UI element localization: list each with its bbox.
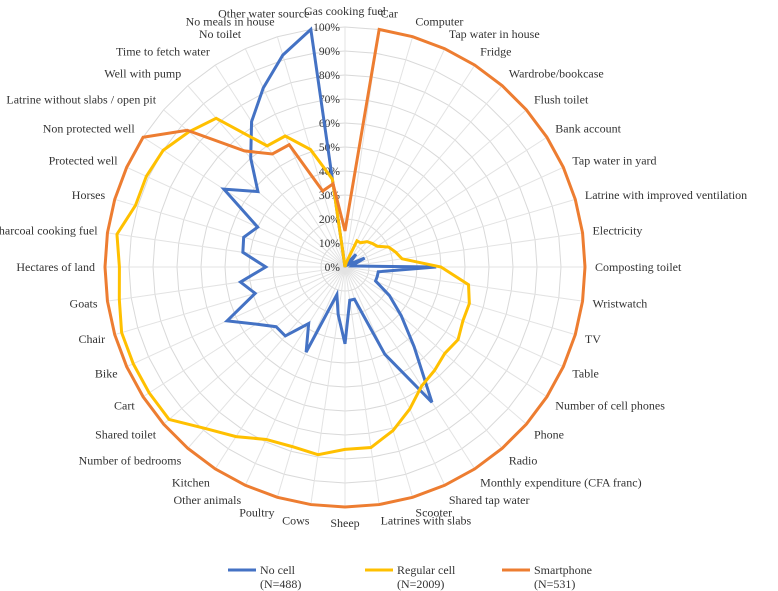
category-label: Well with pump [104,67,181,81]
category-label: Sheep [330,516,359,530]
category-label: Wardrobe/bookcase [509,67,604,81]
category-label: No toilet [199,27,242,41]
radial-tick-label: 80% [319,70,341,82]
category-label: Charcoal cooking fuel [0,224,98,238]
category-label: Number of bedrooms [79,453,182,467]
category-label: TV [585,332,601,346]
category-label: Fridge [480,45,511,59]
spoke-21 [344,266,380,505]
spoke-3 [344,48,446,268]
category-label: Latrines with slabs [381,513,472,527]
spoke-18 [344,266,476,470]
spoke-4 [344,64,476,268]
category-label: Wristwatch [592,296,647,310]
category-label: Cart [114,398,135,412]
category-label: Latrine with improved ventilation [585,188,747,202]
radial-tick-label: 60% [319,118,341,130]
spoke-37 [142,136,346,268]
category-label: Latrine without slabs / open pit [6,92,156,106]
spoke-36 [126,166,346,268]
spoke-5 [344,85,503,268]
category-label: No meals in house [186,14,275,28]
radial-tick-label: 10% [319,238,341,250]
spoke-38 [163,109,346,268]
category-label: Time to fetch water [116,45,210,59]
radial-tick-label: 50% [319,142,341,154]
category-label: Other animals [173,493,241,507]
category-label: Protected well [49,154,119,168]
category-label: Poultry [239,506,274,520]
radial-tick-label: 70% [319,94,341,106]
category-label: Composting toilet [595,260,682,274]
spoke-39 [187,85,346,268]
category-label: Shared tap water [449,493,530,507]
category-label: Bank account [555,122,621,136]
spoke-15 [344,266,548,398]
category-label: Goats [70,296,98,310]
radial-tick-label: 90% [319,46,341,58]
series-line-no-cell [220,26,437,404]
spoke-16 [344,266,527,425]
category-label: Table [572,366,598,380]
spoke-27 [187,266,346,449]
legend-label: Regular cell [397,563,456,577]
spoke-35 [114,198,346,268]
spoke-41 [244,48,346,268]
category-label: Cows [282,513,310,527]
spoke-23 [310,266,346,505]
category-label: Tap water in house [449,27,540,41]
category-label: Kitchen [172,475,210,489]
spoke-31 [114,266,346,336]
category-label: Shared toilet [95,428,157,442]
category-label: Non protected well [43,122,136,136]
category-label: Flush toilet [534,92,589,106]
radial-spokes [105,27,585,507]
category-label: Gas cooking fuel [304,4,387,18]
spoke-8 [344,166,564,268]
spoke-25 [244,266,346,486]
legend: No cell(N=488) Regular cell(N=2009) Smartp… [228,563,592,591]
spoke-10 [344,232,583,268]
series-line-regular-cell [115,116,471,457]
category-label: Other water source [218,7,309,21]
legend-label: Smartphone [534,563,592,577]
spoke-9 [344,198,576,268]
category-label: Car [381,7,398,21]
radial-tick-label: 100% [313,22,340,34]
category-label: Electricity [592,224,642,238]
spoke-29 [142,266,346,398]
series-lines [103,26,587,509]
legend-sublabel: (N=2009) [397,577,444,591]
legend-sublabel: (N=531) [534,577,575,591]
category-label: Phone [534,428,564,442]
spoke-14 [344,266,564,368]
category-label: Scooter [415,506,452,520]
spoke-13 [344,266,576,336]
legend-sublabel: (N=488) [260,577,301,591]
category-label: Number of cell phones [555,398,665,412]
radial-tick-label: 0% [325,262,341,274]
category-label: Bike [95,366,118,380]
spoke-17 [344,266,503,449]
category-label: Hectares of land [16,260,95,274]
spoke-34 [107,232,346,268]
spoke-40 [214,64,346,268]
category-label: Monthly expenditure (CFA franc) [480,475,641,489]
category-label: Radio [509,453,538,467]
spoke-32 [107,266,346,302]
radial-tick-label: 20% [319,214,341,226]
spoke-28 [163,266,346,425]
category-label: Computer [415,14,463,28]
spoke-19 [344,266,446,486]
category-label: Horses [72,188,106,202]
category-label: Tap water in yard [572,154,656,168]
spoke-30 [126,266,346,368]
spoke-24 [276,266,346,498]
category-label: Chair [78,332,105,346]
legend-label: No cell [260,563,296,577]
spoke-6 [344,109,527,268]
spoke-2 [344,36,414,268]
